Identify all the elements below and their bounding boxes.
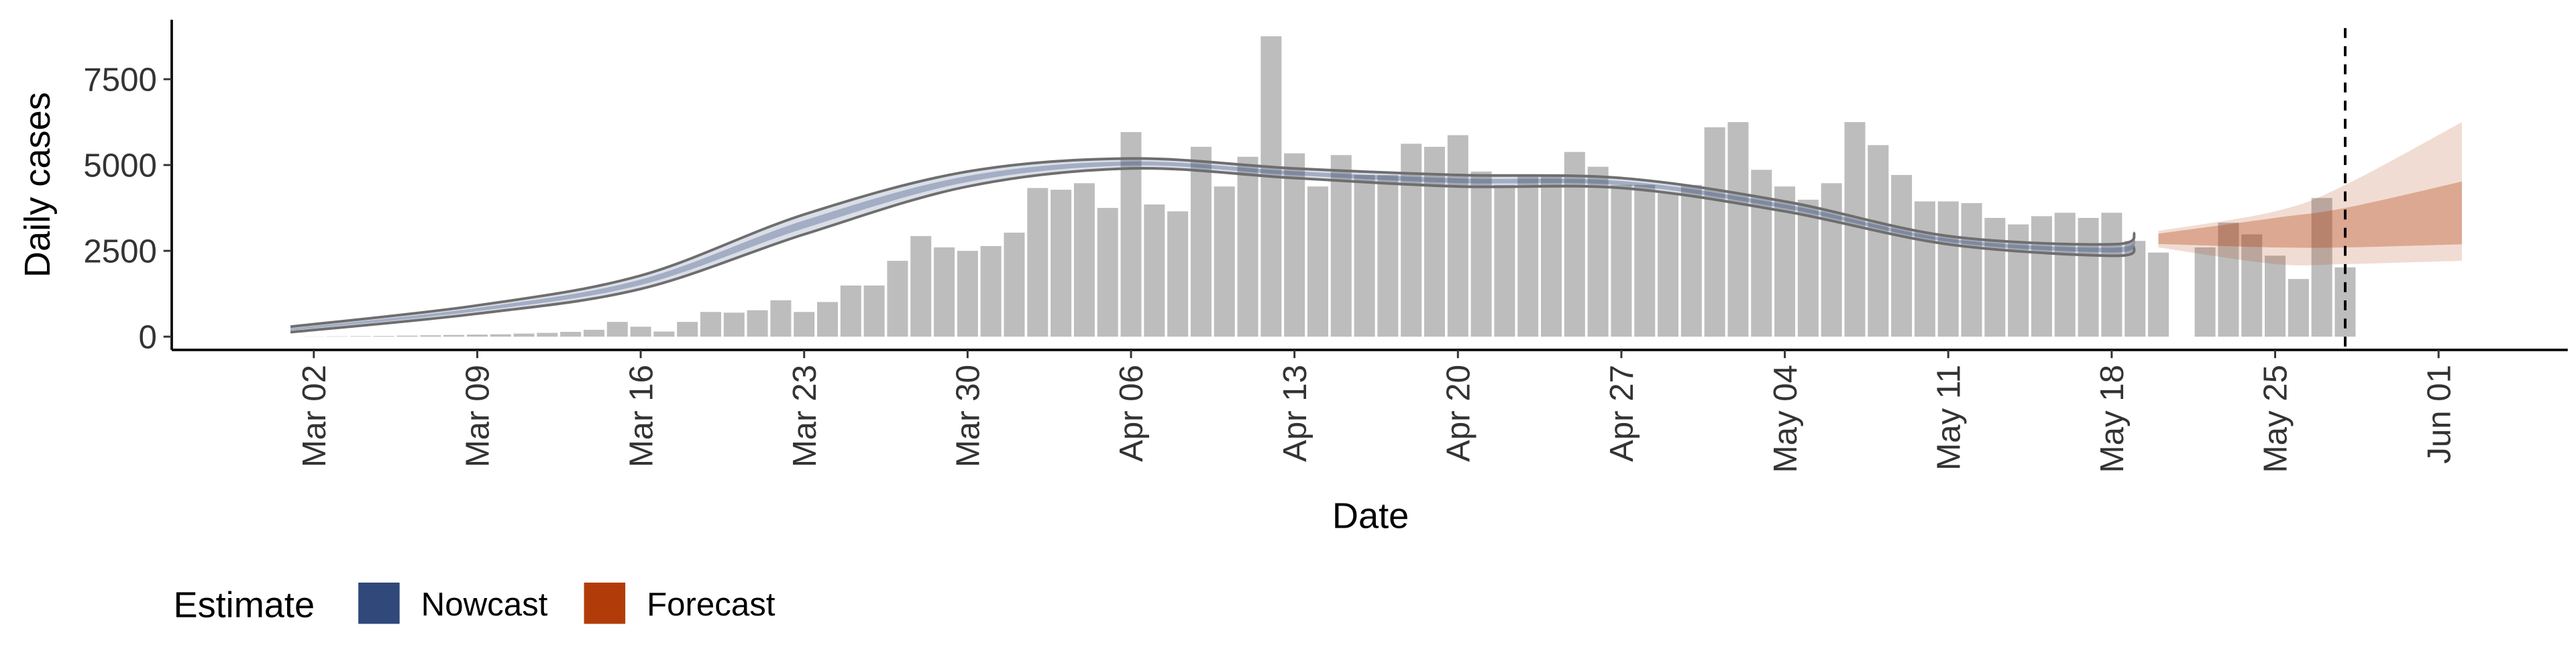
y-tick-label: 2500 xyxy=(83,233,157,270)
bar xyxy=(1681,185,1702,337)
y-tick-label: 0 xyxy=(138,318,156,355)
bar xyxy=(537,333,557,337)
bar xyxy=(1144,204,1165,337)
x-axis-title: Date xyxy=(1332,496,1409,536)
x-tick-label: May 18 xyxy=(2094,365,2131,473)
bar xyxy=(1377,175,1398,337)
bar xyxy=(1611,185,1631,337)
y-tick-label: 5000 xyxy=(83,147,157,184)
bar xyxy=(584,330,604,337)
bar xyxy=(2148,253,2169,337)
bar xyxy=(1588,167,1609,337)
bar xyxy=(934,247,955,337)
bar xyxy=(1517,177,1538,337)
legend-label: Nowcast xyxy=(421,586,548,623)
bar xyxy=(1167,211,1188,337)
bar xyxy=(1984,218,2005,337)
bar xyxy=(1027,188,1048,337)
y-axis-title: Daily cases xyxy=(17,92,58,278)
legend-label: Forecast xyxy=(647,586,775,623)
bar xyxy=(1541,177,1562,337)
bar xyxy=(1097,208,1118,337)
x-tick-label: Apr 20 xyxy=(1440,365,1477,462)
x-tick-label: Mar 23 xyxy=(786,365,823,467)
x-tick-label: Apr 06 xyxy=(1113,365,1150,462)
bar xyxy=(467,335,488,337)
x-tick-label: Mar 09 xyxy=(460,365,496,467)
bar xyxy=(1634,185,1655,337)
bar xyxy=(2055,213,2076,337)
bar xyxy=(1074,183,1095,337)
x-tick-label: Mar 30 xyxy=(950,365,987,467)
bar xyxy=(1494,185,1515,337)
bar xyxy=(1705,127,1725,337)
bar xyxy=(1214,186,1235,337)
bar xyxy=(2031,216,2052,337)
bar xyxy=(677,322,698,337)
bar xyxy=(514,334,535,337)
bar xyxy=(981,246,1002,337)
bar xyxy=(2101,213,2122,337)
bar xyxy=(420,335,441,337)
bar xyxy=(1727,122,1748,337)
bar xyxy=(1284,154,1305,337)
bar xyxy=(864,286,885,337)
bar xyxy=(2288,279,2309,337)
x-tick-label: Apr 13 xyxy=(1277,365,1313,462)
legend-title: Estimate xyxy=(173,585,315,626)
bar xyxy=(1471,172,1492,337)
bar xyxy=(607,322,628,337)
x-tick-label: May 04 xyxy=(1767,365,1804,473)
bar xyxy=(1938,201,1959,337)
x-tick-label: May 25 xyxy=(2257,365,2294,473)
bar xyxy=(490,335,511,337)
bar xyxy=(1307,186,1328,337)
bar xyxy=(653,331,674,337)
legend-swatch xyxy=(584,583,626,624)
bar xyxy=(724,312,745,337)
bar xyxy=(1891,175,1912,337)
bar xyxy=(910,236,931,337)
bar xyxy=(1821,183,1842,337)
bar xyxy=(747,310,768,337)
bar xyxy=(1868,145,1888,337)
bar xyxy=(560,332,581,337)
bar xyxy=(770,300,791,337)
bar xyxy=(1962,203,1982,337)
x-tick-label: Mar 16 xyxy=(623,365,659,467)
x-tick-label: Jun 01 xyxy=(2420,365,2457,464)
bar xyxy=(631,327,651,337)
bar xyxy=(2078,218,2099,337)
x-tick-label: Mar 02 xyxy=(296,365,333,467)
bar xyxy=(957,251,978,337)
bar xyxy=(817,302,838,337)
bar xyxy=(1658,193,1678,337)
bar xyxy=(841,286,861,337)
bar xyxy=(2195,247,2216,337)
bar xyxy=(1051,190,1071,337)
bar xyxy=(1004,233,1024,337)
bar xyxy=(887,261,908,337)
bar xyxy=(350,336,371,337)
bar xyxy=(1448,135,1468,337)
y-tick-label: 7500 xyxy=(83,61,157,98)
bar xyxy=(1238,157,1258,337)
bar xyxy=(374,336,394,337)
bar xyxy=(1844,122,1865,337)
x-tick-label: Apr 27 xyxy=(1603,365,1640,462)
bar xyxy=(1354,175,1375,337)
bar xyxy=(443,335,464,337)
bar xyxy=(700,312,721,337)
bar xyxy=(1260,36,1281,337)
bar xyxy=(1191,147,1212,337)
legend-swatch xyxy=(358,583,400,624)
bar xyxy=(1915,201,1935,337)
bar xyxy=(2265,255,2286,337)
bar xyxy=(397,336,418,337)
bar xyxy=(794,312,814,337)
x-tick-label: May 11 xyxy=(1930,365,1967,471)
bar xyxy=(1798,200,1819,337)
